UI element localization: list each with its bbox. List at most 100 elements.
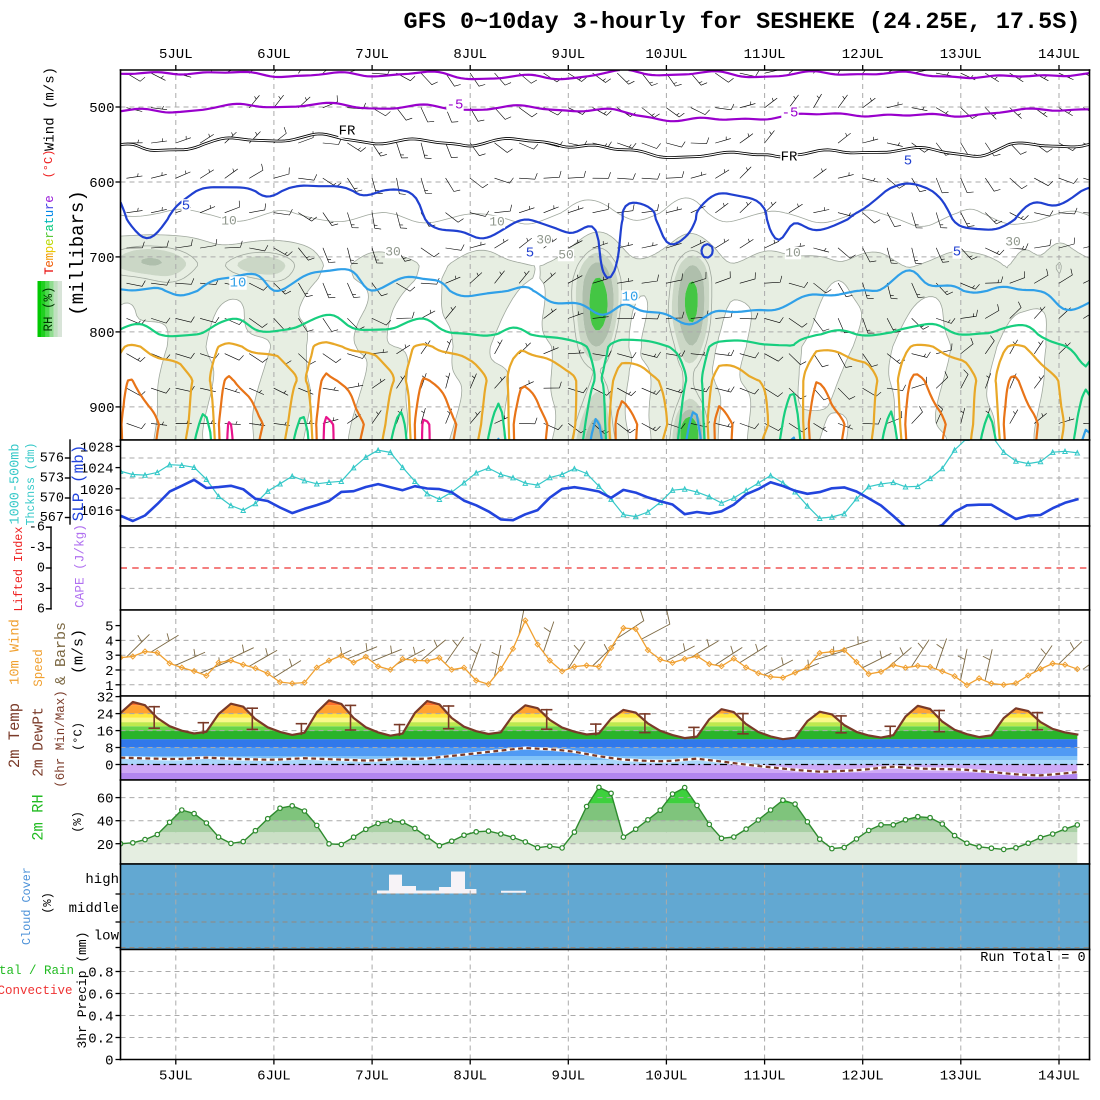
svg-text:SLP (mb): SLP (mb) bbox=[70, 445, 88, 522]
svg-text:m: m bbox=[43, 253, 57, 261]
svg-text:5: 5 bbox=[105, 620, 113, 636]
svg-text:(m/s): (m/s) bbox=[70, 629, 87, 674]
svg-text:Thcknss (dm): Thcknss (dm) bbox=[25, 443, 38, 526]
svg-text:14JUL: 14JUL bbox=[1038, 47, 1080, 63]
svg-text:1028: 1028 bbox=[80, 440, 114, 456]
svg-text:700: 700 bbox=[89, 251, 114, 267]
svg-text:-5: -5 bbox=[447, 98, 464, 114]
svg-text:2m RH: 2m RH bbox=[30, 794, 48, 841]
svg-text:middle: middle bbox=[69, 901, 119, 917]
svg-text:0: 0 bbox=[105, 759, 113, 775]
svg-text:-6: -6 bbox=[29, 521, 45, 536]
svg-text:30: 30 bbox=[1005, 234, 1021, 249]
svg-text:11JUL: 11JUL bbox=[744, 47, 786, 63]
svg-text:e: e bbox=[43, 260, 57, 268]
svg-text:13JUL: 13JUL bbox=[940, 47, 982, 63]
svg-text:10: 10 bbox=[489, 214, 505, 229]
svg-text:FR: FR bbox=[339, 124, 356, 140]
svg-text:2m DewPt: 2m DewPt bbox=[32, 707, 48, 777]
svg-text:600: 600 bbox=[89, 176, 114, 192]
svg-text:500: 500 bbox=[89, 101, 114, 117]
svg-text:low: low bbox=[94, 929, 120, 945]
svg-text:Lifted Index: Lifted Index bbox=[12, 527, 26, 612]
svg-text:9JUL: 9JUL bbox=[551, 47, 585, 63]
svg-text:6: 6 bbox=[37, 602, 45, 617]
svg-text:7JUL: 7JUL bbox=[355, 47, 389, 63]
svg-text:-5: -5 bbox=[782, 106, 799, 122]
svg-text:r: r bbox=[43, 231, 57, 239]
svg-text:1024: 1024 bbox=[80, 462, 114, 478]
svg-text:Total / Rain: Total / Rain bbox=[0, 964, 74, 978]
svg-text:0.8: 0.8 bbox=[88, 966, 113, 982]
svg-text:6JUL: 6JUL bbox=[257, 47, 291, 63]
svg-text:CAPE (J/kg): CAPE (J/kg) bbox=[72, 524, 87, 608]
svg-text:Cloud Cover: Cloud Cover bbox=[20, 867, 34, 945]
svg-text:10: 10 bbox=[221, 213, 237, 228]
svg-text:0.6: 0.6 bbox=[88, 988, 113, 1004]
svg-text:12JUL: 12JUL bbox=[842, 47, 884, 63]
svg-text:3hr Precip (mm): 3hr Precip (mm) bbox=[75, 931, 90, 1048]
svg-text:0.4: 0.4 bbox=[88, 1010, 113, 1026]
svg-text:-3: -3 bbox=[29, 541, 45, 556]
svg-text:T: T bbox=[43, 267, 57, 275]
svg-text:6JUL: 6JUL bbox=[257, 1069, 291, 1085]
svg-text:8: 8 bbox=[105, 742, 113, 758]
svg-text:12JUL: 12JUL bbox=[842, 1069, 884, 1085]
svg-text:5: 5 bbox=[953, 245, 961, 261]
svg-text:p: p bbox=[43, 246, 57, 254]
svg-text:10JUL: 10JUL bbox=[645, 47, 687, 63]
svg-text:50: 50 bbox=[558, 247, 574, 262]
svg-text:RH (%): RH (%) bbox=[42, 286, 56, 331]
svg-text:u: u bbox=[43, 210, 57, 218]
svg-text:5JUL: 5JUL bbox=[159, 1069, 193, 1085]
svg-text:Run Total = 0: Run Total = 0 bbox=[980, 951, 1085, 966]
svg-text:13JUL: 13JUL bbox=[940, 1069, 982, 1085]
svg-text:1: 1 bbox=[105, 679, 113, 695]
svg-text:(millibars): (millibars) bbox=[67, 190, 89, 315]
svg-text:& Barbs: & Barbs bbox=[53, 622, 70, 685]
svg-text:573: 573 bbox=[40, 472, 64, 487]
svg-text:14JUL: 14JUL bbox=[1038, 1069, 1080, 1085]
svg-text:32: 32 bbox=[97, 691, 114, 707]
svg-text:10: 10 bbox=[230, 276, 247, 292]
svg-text:(°C): (°C) bbox=[42, 150, 56, 179]
svg-text:(%): (%) bbox=[71, 811, 85, 833]
svg-text:5: 5 bbox=[904, 154, 912, 170]
svg-text:9JUL: 9JUL bbox=[551, 1069, 585, 1085]
svg-text:e: e bbox=[43, 195, 57, 203]
svg-text:10JUL: 10JUL bbox=[645, 1069, 687, 1085]
svg-text:(°C): (°C) bbox=[72, 722, 86, 751]
svg-text:1016: 1016 bbox=[80, 504, 114, 520]
svg-text:3: 3 bbox=[37, 582, 45, 597]
svg-text:(6hr Min/Max): (6hr Min/Max) bbox=[54, 690, 68, 788]
svg-text:567: 567 bbox=[40, 511, 64, 526]
svg-text:7JUL: 7JUL bbox=[355, 1069, 389, 1085]
svg-text:1020: 1020 bbox=[80, 483, 114, 499]
svg-text:800: 800 bbox=[89, 326, 114, 342]
svg-text:16: 16 bbox=[97, 725, 114, 741]
svg-text:Wind (m/s): Wind (m/s) bbox=[43, 67, 59, 151]
svg-text:5: 5 bbox=[526, 246, 534, 262]
svg-text:Speed: Speed bbox=[32, 649, 46, 687]
svg-text:8JUL: 8JUL bbox=[453, 1069, 487, 1085]
svg-text:high: high bbox=[85, 872, 119, 888]
svg-text:30: 30 bbox=[536, 232, 552, 247]
svg-text:5: 5 bbox=[182, 199, 190, 215]
svg-text:t: t bbox=[43, 217, 57, 225]
svg-text:e: e bbox=[43, 238, 57, 246]
svg-text:a: a bbox=[43, 224, 57, 232]
svg-text:24: 24 bbox=[97, 708, 114, 724]
svg-text:576: 576 bbox=[40, 452, 64, 467]
svg-text:60: 60 bbox=[97, 792, 114, 808]
svg-text:0.2: 0.2 bbox=[88, 1032, 113, 1048]
svg-text:10: 10 bbox=[622, 290, 639, 306]
svg-text:r: r bbox=[43, 202, 57, 210]
svg-text:FR: FR bbox=[781, 150, 798, 166]
svg-text:Convective: Convective bbox=[0, 984, 73, 998]
svg-text:570: 570 bbox=[40, 492, 64, 507]
svg-text:1000-500mb: 1000-500mb bbox=[9, 443, 24, 524]
svg-text:GFS 0~10day 3-hourly for SESHE: GFS 0~10day 3-hourly for SESHEKE (24.25E… bbox=[404, 9, 1081, 36]
svg-text:4: 4 bbox=[105, 634, 113, 650]
svg-text:0: 0 bbox=[105, 1054, 113, 1070]
svg-text:40: 40 bbox=[97, 815, 114, 831]
